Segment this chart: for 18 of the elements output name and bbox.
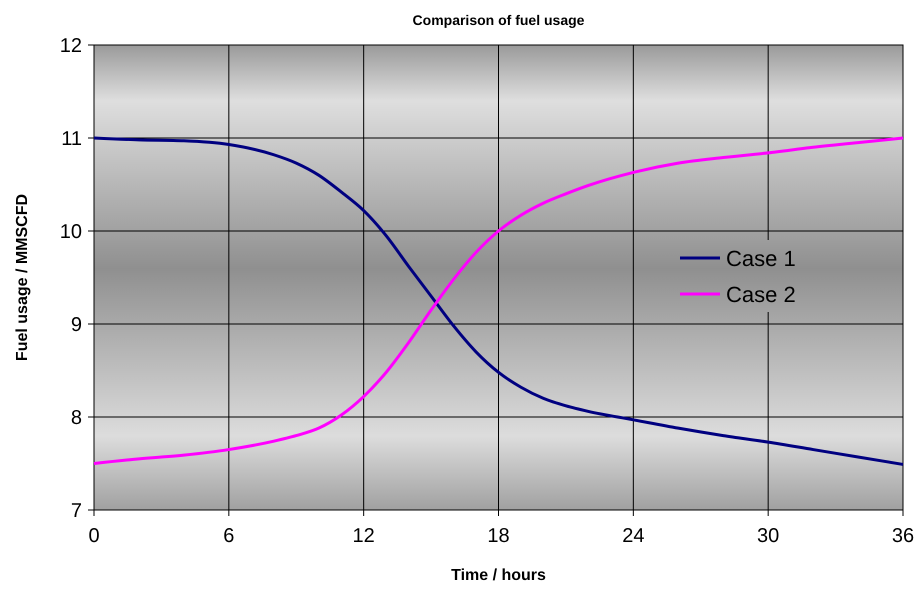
x-tick-label: 6: [223, 525, 234, 547]
y-tick-label: 7: [70, 500, 82, 522]
y-axis-title: Fuel usage / MMSCFD: [14, 194, 31, 362]
y-tick-label: 9: [70, 314, 82, 336]
legend-label: Case 1: [726, 246, 796, 271]
y-tick-label: 8: [70, 407, 82, 429]
x-tick-label: 30: [757, 525, 780, 547]
y-tick-label: 11: [61, 128, 82, 150]
x-tick-label: 36: [892, 525, 914, 547]
x-tick-label: 0: [88, 525, 100, 547]
legend-label: Case 2: [726, 282, 796, 307]
y-tick-label: 10: [60, 221, 82, 243]
x-tick-label: 12: [352, 525, 375, 547]
x-axis-title: Time / hours: [451, 567, 546, 584]
x-tick-label: 18: [487, 525, 510, 547]
chart-title: Comparison of fuel usage: [412, 12, 585, 28]
y-tick-label: 12: [60, 35, 82, 57]
x-tick-label: 24: [622, 525, 644, 547]
